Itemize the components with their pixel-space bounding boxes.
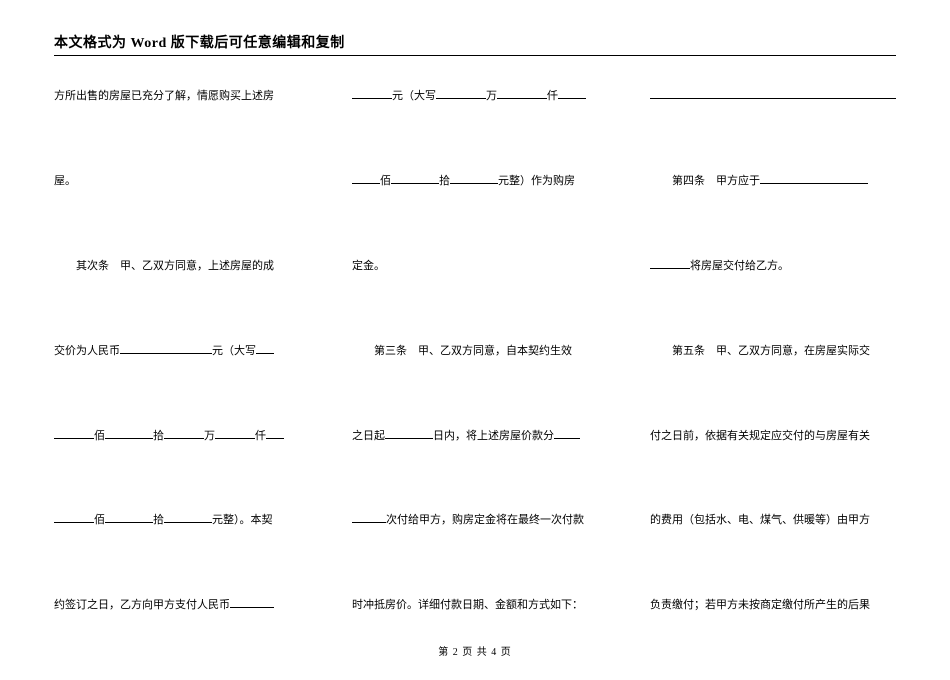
blank [120,343,212,354]
text: 仟 [255,430,266,442]
blank [215,428,255,439]
blank [554,428,580,439]
c2-p7: 时冲抵房价。详细付款日期、金额和方式如下： [352,595,598,616]
blank [497,88,547,99]
text: 佰 [94,430,105,442]
blank [164,428,204,439]
c1-p5: 佰拾万仟 [54,426,300,447]
text: 之日起 [352,430,385,442]
text: 拾 [153,430,164,442]
text: 次付给甲方，购房定金将在最终一次付款 [386,514,584,526]
blank [352,88,392,99]
blank [54,428,94,439]
c1-p6: 佰 拾 元整）。本契 [54,510,300,531]
blank [436,88,486,99]
c1-p2: 屋。 [54,171,300,192]
text: 元（大写 [392,90,436,102]
blank [391,173,439,184]
blank [164,512,212,523]
text: 万 [486,90,497,102]
blank [54,512,94,523]
text: 第四条 甲方应于 [650,175,760,187]
blank [385,428,433,439]
c1-p7: 约签订之日，乙方向甲方支付人民币 [54,595,300,616]
text: 拾 [153,514,164,526]
text: 佰 [94,514,105,526]
c1-p1: 方所出售的房屋已充分了解，情愿购买上述房 [54,86,300,107]
c3-p2: 第四条 甲方应于 [650,171,896,192]
blank [266,428,284,439]
c2-p5: 之日起 日内，将上述房屋价款分 [352,426,598,447]
c3-p4: 第五条 甲、乙双方同意，在房屋实际交 [650,341,896,362]
page-footer: 第 2 页 共 4 页 [0,643,950,658]
column-1: 方所出售的房屋已充分了解，情愿购买上述房 屋。 其次条 甲、乙双方同意，上述房屋… [54,86,300,680]
c2-p6: 次付给甲方，购房定金将在最终一次付款 [352,510,598,531]
text: 元整）。本契 [212,514,273,526]
c1-p4: 交价为人民币 元（大写 [54,341,300,362]
blank [352,173,380,184]
blank [105,428,153,439]
c3-p5: 付之日前，依据有关规定应交付的与房屋有关 [650,426,896,447]
blank [352,512,386,523]
c3-p6: 的费用（包括水、电、煤气、供暖等）由甲方 [650,510,896,531]
text: 万 [204,430,215,442]
c2-p2: 佰 拾 元整）作为购房 [352,171,598,192]
c2-p1: 元（大写 万 仟 [352,86,598,107]
blank [256,343,274,354]
blank [105,512,153,523]
blank [558,88,586,99]
text: 交价为人民币 [54,345,120,357]
content-columns: 方所出售的房屋已充分了解，情愿购买上述房 屋。 其次条 甲、乙双方同意，上述房屋… [54,86,896,680]
blank [650,88,896,99]
text: 日内，将上述房屋价款分 [433,430,554,442]
column-2: 元（大写万仟 佰拾元整）作为购房 定金。 第三条 甲、乙双方同意，自本契约生效 … [352,86,598,680]
page-header: 本文格式为 Word 版下载后可任意编辑和复制 [54,32,896,56]
c2-p4: 第三条 甲、乙双方同意，自本契约生效 [352,341,598,362]
c3-p1 [650,86,896,107]
text: 仟 [547,90,558,102]
text: 佰 [380,175,391,187]
c2-p3: 定金。 [352,256,598,277]
column-3: 第四条 甲方应于 将房屋交付给乙方。 第五条 甲、乙双方同意，在房屋实际交 付之… [650,86,896,680]
text: 元（大写 [212,345,256,357]
text: 元整）作为购房 [498,175,575,187]
text: 拾 [439,175,450,187]
c3-p7: 负责缴付；若甲方未按商定缴付所产生的后果 [650,595,896,616]
blank [450,173,498,184]
text: 约签订之日，乙方向甲方支付人民币 [54,599,230,611]
c1-p3: 其次条 甲、乙双方同意，上述房屋的成 [54,256,300,277]
blank [650,258,690,269]
blank [760,173,868,184]
c3-p3: 将房屋交付给乙方。 [650,256,896,277]
text: 将房屋交付给乙方。 [690,260,789,272]
blank [230,597,274,608]
